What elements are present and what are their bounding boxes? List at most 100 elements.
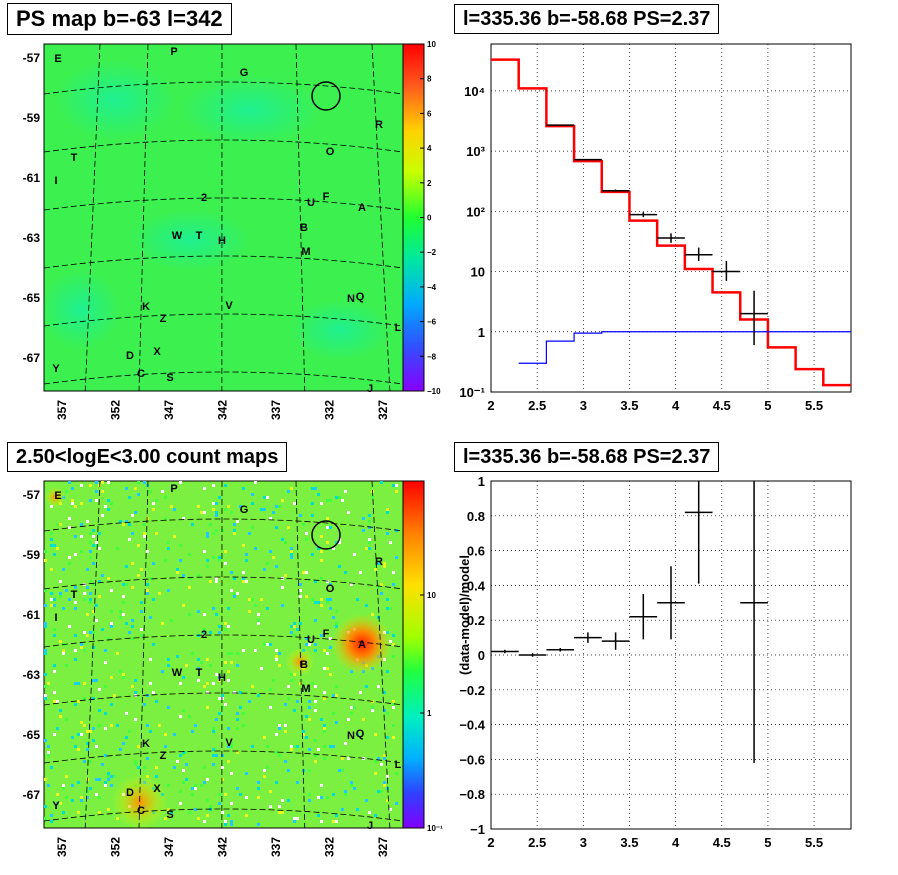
map-label: V [225, 737, 233, 749]
y-tick-label: 10⁴ [464, 84, 485, 99]
y-tick-label: 1 [478, 325, 485, 340]
data-point [629, 212, 658, 218]
y-tick-label: 10 [471, 265, 485, 280]
data-point [546, 648, 575, 652]
colorbar-tick-label: 10 [427, 591, 436, 600]
map-label: M [301, 683, 310, 695]
x-tick-label: 357 [55, 400, 69, 420]
x-tick-label: 5.5 [805, 835, 823, 850]
data-point [740, 290, 768, 346]
map-label: B [300, 222, 308, 234]
x-tick-label: 337 [269, 400, 283, 420]
colorbar-tick-label: −4 [427, 283, 437, 292]
x-tick-label: 342 [216, 837, 230, 857]
x-tick-label: 332 [323, 400, 337, 420]
data-point [518, 653, 547, 657]
data-point [574, 632, 602, 643]
count-map-panel: 10 1 10⁻¹ E P G R O T I 2 U F A B W T H M KZ V N Q L D XC S Y J -57… [23, 480, 443, 857]
x-tick-label: 337 [269, 837, 283, 857]
map-label: G [240, 504, 249, 516]
x-tick-label: 5 [764, 398, 771, 413]
y-tick-label: −0.2 [459, 683, 485, 698]
y-tick-label: 0.2 [467, 613, 485, 628]
x-tick-label: 5 [764, 835, 771, 850]
colorbar-tick-label: −8 [427, 352, 437, 361]
map-label: A [358, 202, 366, 214]
data-point [657, 566, 685, 640]
y-tick-label: −0.6 [459, 752, 485, 767]
ps-map-title: PS map b=-63 l=342 [7, 3, 232, 35]
map-label: T [196, 230, 203, 242]
y-tick-label: -63 [23, 231, 41, 245]
colorbar-tick-label: −2 [427, 248, 437, 257]
map-label: Y [52, 363, 60, 375]
x-tick-label: 2 [487, 835, 494, 850]
map-label: A [358, 639, 366, 651]
x-tick-label: 347 [162, 837, 176, 857]
y-tick-label: -57 [23, 51, 41, 65]
map-label: R [375, 119, 383, 131]
map-label: I [54, 175, 57, 187]
y-tick-label: -65 [23, 291, 41, 305]
spectrum-panel: 2 2.5 3 3.5 4 4.5 5 5.5 10⁻¹ 1 10 10² 10³ 10⁴ [459, 43, 852, 413]
map-label: F [323, 628, 330, 640]
map-label: W [172, 230, 183, 242]
colorbar-tick-label: −6 [427, 318, 437, 327]
x-tick-label: 352 [109, 400, 123, 420]
colorbar-tick-label: 10 [427, 40, 436, 49]
colorbar-tick-label: 1 [427, 709, 432, 718]
map-label: K [142, 738, 150, 750]
y-tick-label: 1 [478, 474, 485, 489]
x-tick-label: 4 [672, 398, 680, 413]
map-label: H [218, 235, 226, 247]
y-tick-label: 0.8 [467, 509, 485, 524]
map-label: G [240, 67, 249, 79]
ps-map-panel: 10 8 6 4 2 0 −2 −4 −6 −8 −10 E P G R O T I 2 U F A B W T H M KZ V N Q… [23, 40, 441, 420]
y-tick-label: -59 [23, 548, 41, 562]
map-label: O [326, 146, 335, 158]
map-label: S [166, 372, 173, 384]
map-label: H [218, 672, 226, 684]
colorbar-tick-label: 6 [427, 109, 432, 118]
x-tick-label: 2 [487, 398, 494, 413]
x-tick-label: 4.5 [713, 835, 731, 850]
colorbar-tick-label: 10⁻¹ [427, 824, 443, 833]
x-tick-label: 4 [672, 835, 680, 850]
map-label: B [300, 659, 308, 671]
map-label: Y [52, 800, 60, 812]
residual-title: l=335.36 b=-58.68 PS=2.37 [454, 442, 720, 472]
data-point [712, 260, 741, 281]
map-label: V [225, 300, 233, 312]
x-tick-label: 347 [162, 400, 176, 420]
x-tick-label: 2.5 [528, 398, 546, 413]
map-label: M [301, 246, 310, 258]
map-label: C [137, 805, 145, 817]
map-label: E [54, 53, 61, 65]
map-label: 2 [201, 192, 207, 204]
data-point [657, 233, 685, 243]
x-tick-label: 3 [580, 398, 587, 413]
residual-panel: 2 2.5 3 3.5 4 4.5 5 5.5 −1 −0.8 −0.6 −0.4 −0.2 0 0.2 0.… [457, 474, 852, 850]
x-tick-label: 342 [216, 400, 230, 420]
map-label: E [54, 490, 61, 502]
data-point [684, 247, 713, 261]
map-label: Z [160, 750, 167, 762]
map-label: I [54, 612, 57, 624]
x-tick-label: 3 [580, 835, 587, 850]
data-point [740, 481, 768, 763]
y-tick-label: 10⁻¹ [459, 385, 485, 400]
data-point [684, 481, 713, 584]
map-label: R [375, 556, 383, 568]
source-circle [311, 520, 341, 550]
y-tick-label: 10³ [466, 144, 485, 159]
map-label: P [170, 483, 177, 495]
source-circle [311, 81, 341, 111]
spectrum-title: l=335.36 b=-58.68 PS=2.37 [454, 4, 720, 34]
step-series [491, 58, 851, 387]
map-label: P [170, 46, 177, 58]
map-label: Q [356, 728, 365, 740]
x-tick-label: 3.5 [620, 398, 638, 413]
map-label: S [166, 809, 173, 821]
map-label: Z [160, 313, 167, 325]
map-label: J [367, 383, 373, 395]
